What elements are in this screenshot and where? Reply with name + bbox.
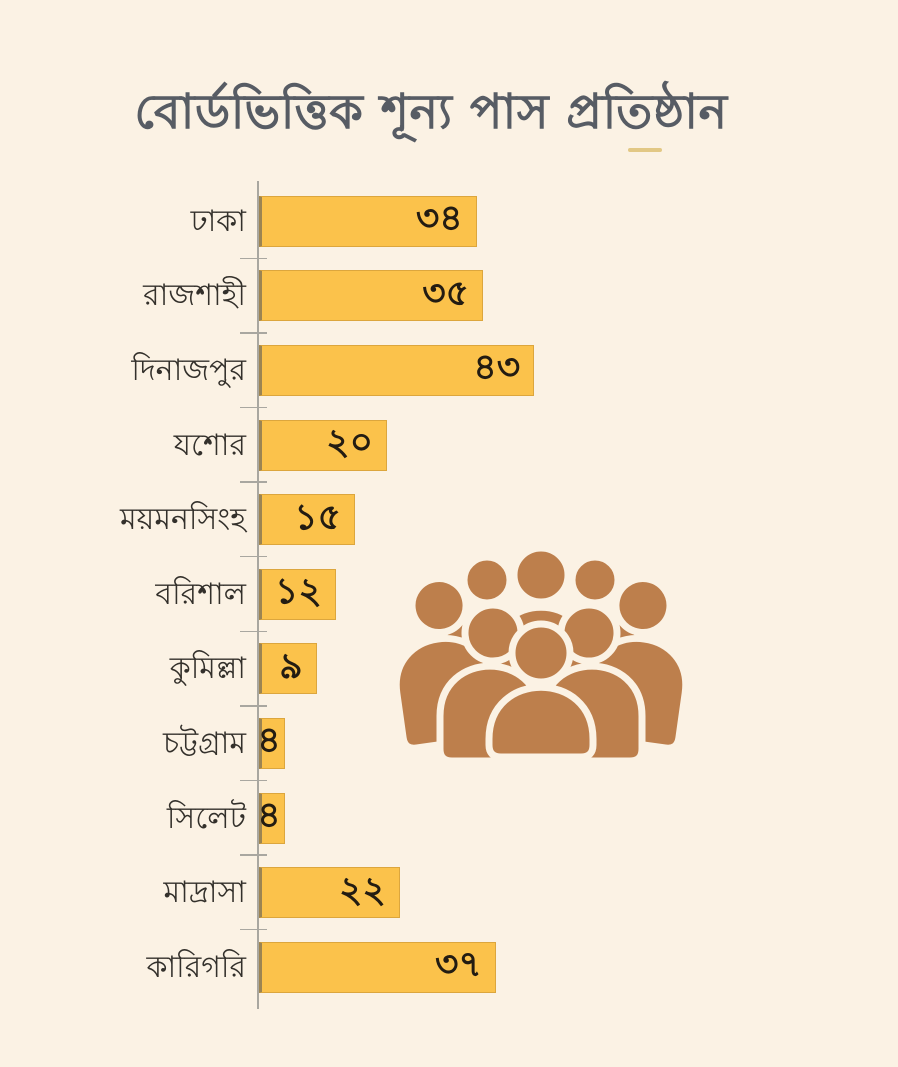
bar: ৩৪ (259, 195, 477, 247)
bar-row: ঢাকা ৩৪ (0, 184, 898, 259)
bar: ৩৭ (259, 941, 496, 993)
category-label: ময়মনসিংহ (120, 502, 246, 538)
bar-value-label: ২০ (326, 422, 373, 464)
category-label: কুমিল্লা (169, 651, 246, 687)
bar-track: ৪ (257, 792, 898, 844)
bar-track: ৩৫ (259, 270, 898, 322)
bar-value-label: ১৫ (294, 496, 341, 538)
bar-row: চট্টগ্রাম ৪ (0, 705, 898, 781)
bar-row: কারিগরি ৩৭ (0, 928, 898, 1005)
bar-value-label: ১২ (275, 571, 322, 613)
bar-row: ময়মনসিংহ ১৫ (0, 481, 898, 557)
category-label: রাজশাহী (143, 278, 246, 314)
chart-title: বোর্ডভিত্তিক শূন্য পাস প্রতিষ্ঠান (134, 84, 728, 140)
category-label: কারিগরি (146, 949, 246, 985)
bar: ২২ (259, 867, 400, 919)
bar: ৪ (257, 792, 285, 844)
bar-track: ৯ (259, 643, 898, 695)
person-front-center (485, 620, 597, 761)
bar-chart: ঢাকা ৩৪ রাজশাহী ৩৫ দিনাজপুর ৪৩ যশোর ২০ ময়মনসিংহ… (0, 184, 898, 1005)
bar-row: রাজশাহী ৩৫ (0, 257, 898, 334)
category-label: সিলেট (166, 800, 246, 836)
bar-track: ৪ (257, 717, 898, 769)
category-label: যশোর (173, 427, 246, 463)
bar-track: ১৫ (259, 494, 898, 546)
bar-row: সিলেট ৪ (0, 779, 898, 856)
category-label: চট্টগ্রাম (163, 725, 246, 761)
bar: ২০ (259, 419, 387, 471)
category-label: বরিশাল (155, 576, 246, 612)
bar-row: মাদ্রাসা ২২ (0, 854, 898, 930)
bar: ১৫ (259, 494, 355, 546)
bar-row: কুমিল্লা ৯ (0, 630, 898, 707)
category-label: ঢাকা (190, 203, 246, 239)
bar-track: ৩৭ (259, 941, 898, 993)
bar-row: যশোর ২০ (0, 406, 898, 483)
crowd-icon (392, 544, 690, 765)
bar: ৪ (257, 717, 285, 769)
bar: ৩৫ (259, 270, 483, 322)
y-axis-line (257, 181, 259, 1009)
bar: ১২ (259, 568, 336, 620)
bar: ৪৩ (259, 344, 535, 396)
bar-value-label: ৯ (279, 645, 303, 687)
bar-track: ৩৪ (259, 195, 898, 247)
bar-track: ২২ (259, 867, 898, 919)
bar-value-label: ৩৪ (415, 198, 463, 240)
bar-value-label: ২২ (338, 869, 386, 911)
bar-track: ২০ (259, 419, 898, 471)
category-label: মাদ্রাসা (163, 875, 246, 911)
bar-value-label: ৪ (257, 720, 281, 762)
bar-row: বরিশাল ১২ (0, 555, 898, 632)
bar-value-label: ৩৭ (434, 944, 482, 986)
bar-track: ৪৩ (259, 344, 898, 396)
bar-value-label: ৪ (257, 795, 281, 837)
bar: ৯ (259, 643, 317, 695)
title-underline-artifact (628, 148, 662, 152)
bar-row: দিনাজপুর ৪৩ (0, 332, 898, 408)
bar-value-label: ৪৩ (473, 347, 521, 389)
bar-track: ১২ (259, 568, 898, 620)
bar-value-label: ৩৫ (422, 272, 469, 314)
category-label: দিনাজপুর (131, 352, 246, 388)
